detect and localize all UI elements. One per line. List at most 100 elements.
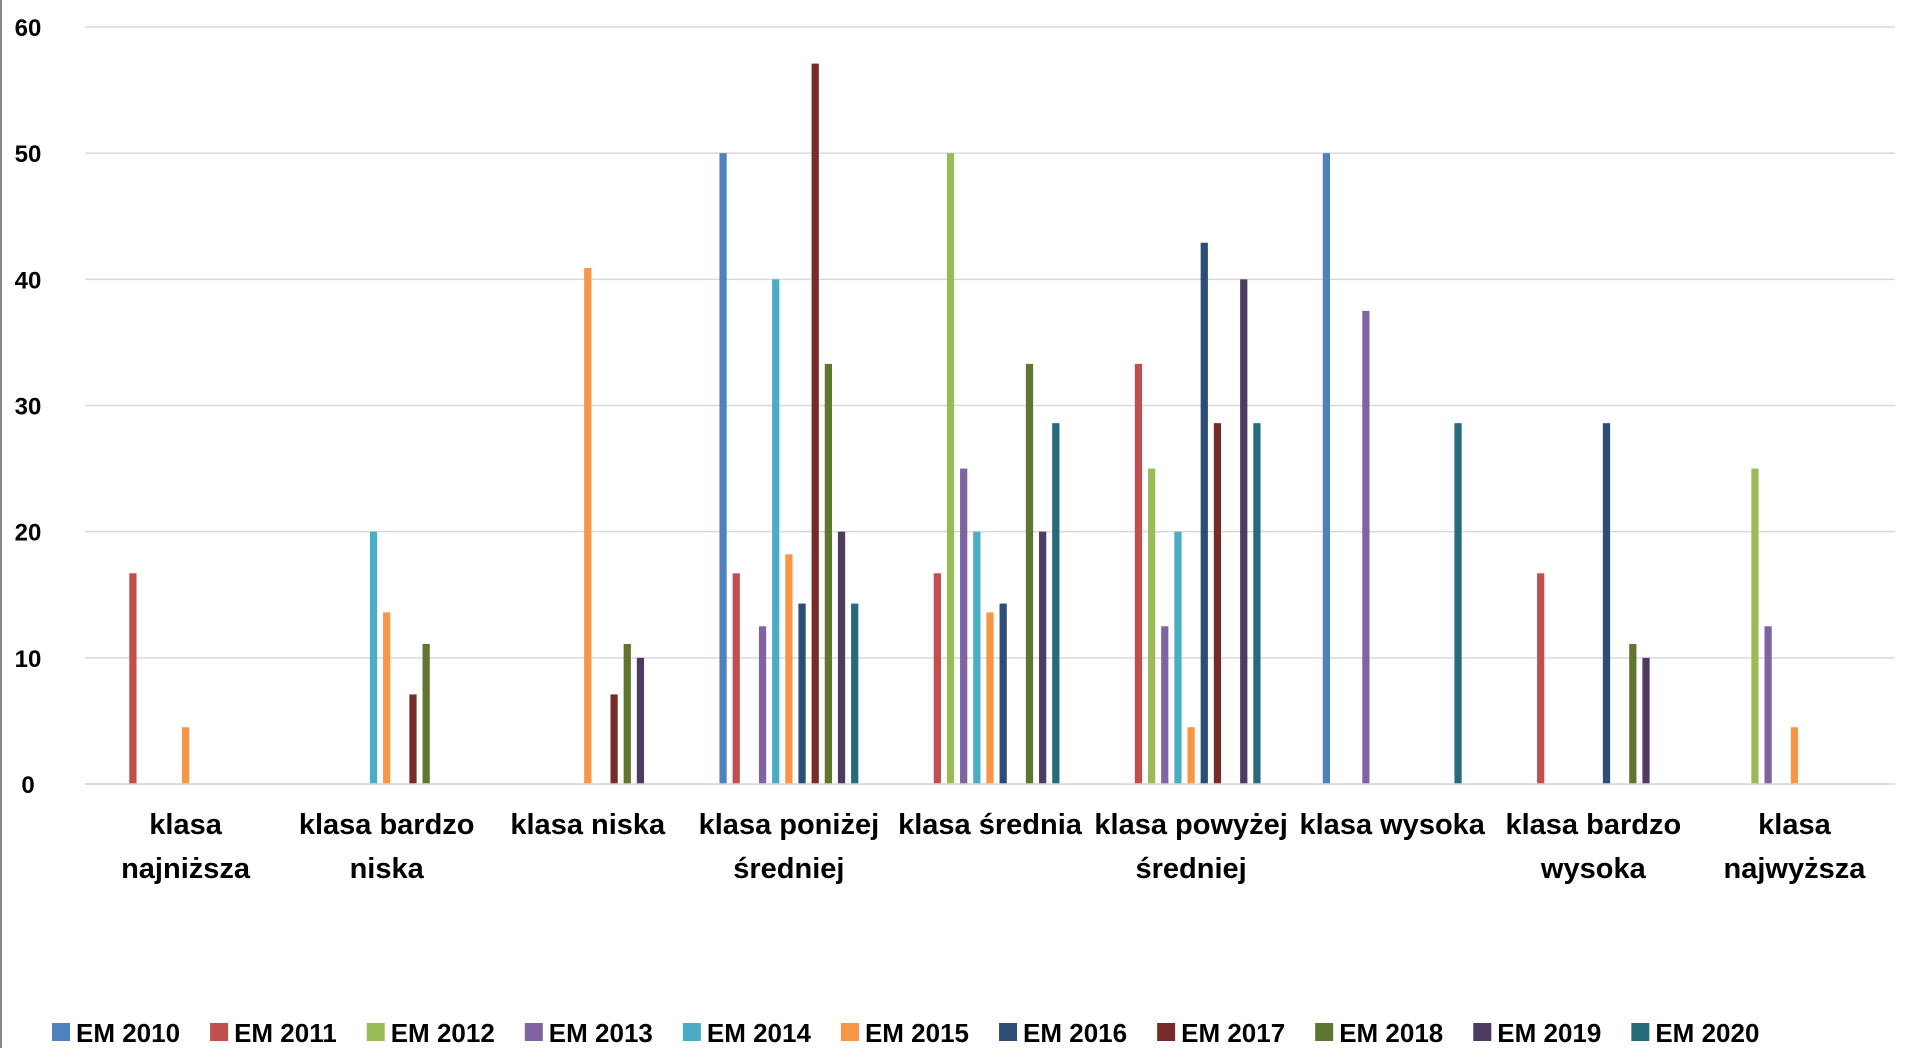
bar — [798, 603, 806, 784]
legend-label: EM 2016 — [1023, 1018, 1127, 1048]
bar — [623, 643, 631, 784]
legend-label: EM 2019 — [1497, 1018, 1601, 1048]
bar — [1322, 153, 1331, 784]
bar — [824, 363, 832, 784]
bar — [973, 531, 981, 784]
legend-swatch — [1315, 1023, 1334, 1041]
x-tick-label: klasa bardzo niska — [299, 809, 475, 885]
bar — [369, 531, 378, 784]
label-line: klasa niska — [510, 809, 666, 841]
x-tick-label: klasa najwyższa — [1724, 809, 1867, 885]
bar — [1537, 573, 1545, 784]
label-line: klasa wysoka — [1300, 809, 1486, 841]
legend-label: EM 2011 — [234, 1018, 337, 1048]
legend-swatch — [52, 1023, 70, 1041]
bar — [1025, 363, 1034, 784]
bar — [811, 63, 819, 785]
bar — [851, 603, 859, 784]
bar — [772, 279, 780, 784]
label-line: klasa powyżej — [1094, 809, 1287, 841]
legend-swatch — [840, 1023, 859, 1041]
legend-swatch — [1631, 1023, 1650, 1041]
label-line: średniej — [1136, 853, 1247, 885]
bar — [1240, 279, 1248, 784]
x-tick-label: klasa poniżej średniej — [699, 809, 880, 885]
label-line: klasa — [1758, 809, 1831, 841]
label-line: klasa bardzo — [299, 809, 475, 841]
bar — [719, 153, 727, 784]
label-line: klasa bardzo — [1505, 809, 1681, 841]
label-line: wysoka — [1540, 853, 1647, 885]
y-tick-label: 30 — [15, 394, 42, 421]
legend-label: EM 2014 — [707, 1018, 812, 1048]
legend-swatch — [524, 1023, 543, 1041]
legend-label: EM 2017 — [1181, 1018, 1285, 1048]
bar — [181, 727, 190, 784]
bar — [1200, 242, 1208, 784]
bar — [946, 153, 955, 784]
bar — [1174, 531, 1182, 784]
bar — [758, 626, 767, 784]
label-line: niska — [350, 853, 425, 885]
label-line: klasa — [149, 809, 222, 841]
legend-label: EM 2013 — [549, 1018, 653, 1048]
bar — [1213, 423, 1222, 784]
x-tick-label: klasa bardzo wysoka — [1505, 809, 1681, 885]
legend-label: EM 2020 — [1655, 1018, 1759, 1048]
legend-swatch — [999, 1023, 1018, 1041]
bar — [422, 643, 430, 784]
label-line: klasa poniżej — [699, 809, 880, 841]
bar — [1148, 468, 1156, 784]
legend-label: EM 2018 — [1339, 1018, 1443, 1048]
x-tick-label: klasa niska — [510, 809, 666, 841]
bar — [1751, 468, 1759, 784]
bar — [986, 612, 994, 784]
label-line: klasa średnia — [898, 809, 1083, 841]
bar — [1629, 643, 1637, 784]
bar — [933, 573, 941, 784]
legend-swatch — [1473, 1023, 1492, 1041]
bar — [732, 573, 740, 784]
legend-swatch — [682, 1023, 701, 1041]
bar — [1253, 423, 1261, 784]
bar — [129, 573, 137, 784]
bar — [960, 468, 968, 784]
bar — [1454, 423, 1462, 784]
label-line: średniej — [733, 853, 844, 885]
bar — [1039, 531, 1047, 784]
legend-swatch — [210, 1023, 229, 1041]
bar — [1602, 423, 1611, 784]
bar — [610, 694, 618, 784]
y-tick-label: 60 — [15, 15, 42, 42]
bar — [1134, 363, 1143, 784]
bar — [409, 694, 417, 784]
x-tick-label: klasa wysoka — [1300, 809, 1486, 841]
y-tick-label: 0 — [21, 772, 34, 799]
label-line: najniższa — [121, 853, 251, 885]
bar — [1764, 626, 1772, 784]
legend-label: EM 2015 — [865, 1018, 969, 1048]
bar — [584, 267, 592, 784]
y-tick-label: 10 — [15, 646, 42, 673]
bar — [1642, 657, 1650, 784]
bar — [1362, 310, 1370, 784]
y-tick-label: 50 — [15, 141, 42, 168]
x-tick-label: klasa najniższa — [121, 809, 251, 885]
legend-swatch — [1157, 1023, 1176, 1041]
bar — [383, 612, 391, 784]
x-tick-label: klasa średnia — [898, 809, 1083, 841]
legend-label: EM 2010 — [76, 1018, 180, 1048]
bar — [837, 531, 846, 784]
y-tick-label: 40 — [15, 267, 42, 294]
x-tick-label: klasa powyżej średniej — [1094, 809, 1287, 885]
bar — [1187, 727, 1195, 784]
y-tick-label: 20 — [15, 520, 42, 547]
bar — [636, 657, 645, 784]
legend-swatch — [366, 1023, 385, 1041]
bar — [999, 603, 1007, 784]
bar — [1790, 727, 1799, 784]
bar — [785, 554, 793, 784]
bar — [1052, 423, 1060, 784]
bar — [1161, 626, 1169, 784]
